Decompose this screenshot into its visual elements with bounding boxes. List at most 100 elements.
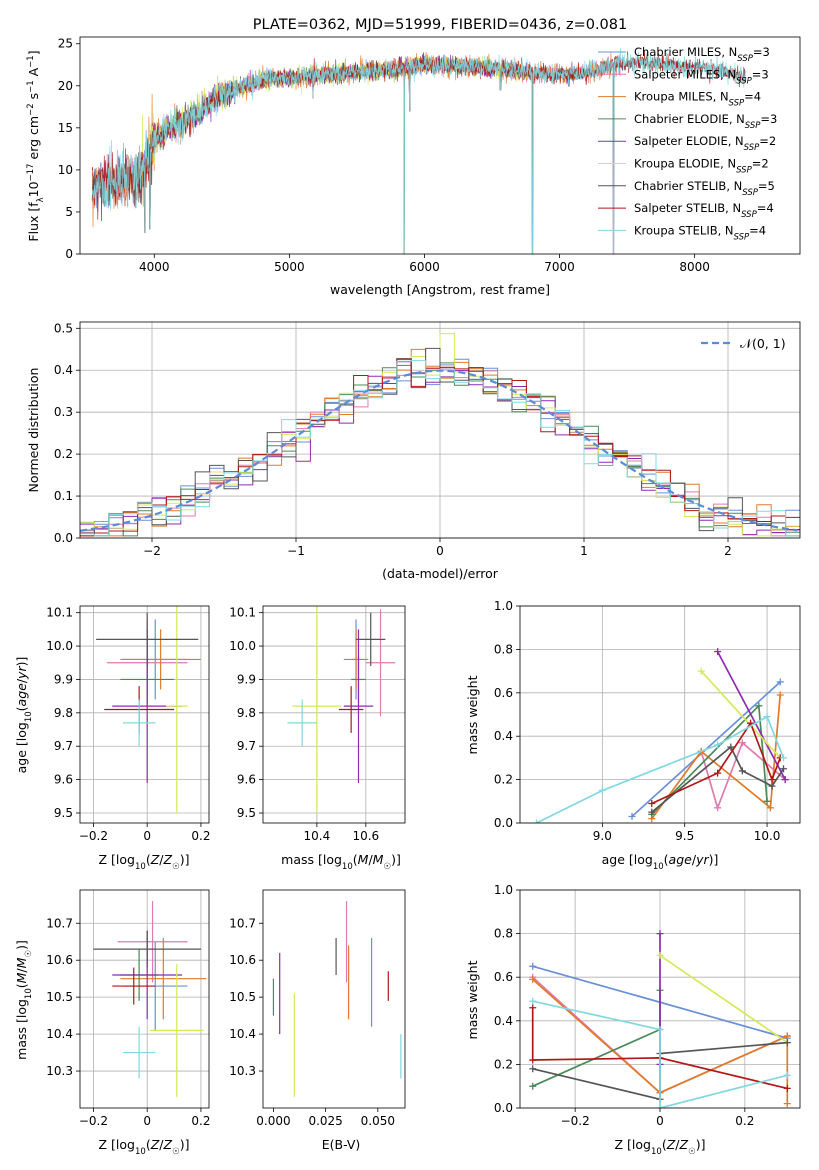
y-tick-label: 10.6: [46, 953, 73, 967]
x-tick-label: −0.2: [79, 1114, 108, 1128]
weight-marker: [656, 1026, 664, 1034]
legend-label: Kroupa ELODIE, NSSP=2: [634, 157, 769, 176]
y-tick-label: 0.0: [494, 816, 513, 830]
y-tick-label: 9.6: [54, 773, 73, 787]
x-axis-label: Z [log10(Z/Z☉)]: [615, 1137, 706, 1157]
weight-line-kroupa-elodie: [700, 670, 781, 759]
ticks: −0.2 0 0.2 0.0 0.2 0.4 0.6 0.8 1.0: [494, 883, 754, 1128]
legend-label: Kroupa STELIB, NSSP=4: [634, 223, 766, 242]
weight-marker: [714, 648, 722, 656]
legend-label: Salpeter ELODIE, NSSP=2: [634, 134, 776, 153]
y-axis-label: Normed distribution: [26, 368, 41, 493]
x-axis-label: Z [log10(Z/Z☉)]: [99, 1137, 190, 1157]
chart-title: PLATE=0362, MJD=51999, FIBERID=0436, z=0…: [253, 17, 627, 33]
weight-marker: [656, 930, 664, 938]
weight-line-kroupa-stelib: [532, 1000, 788, 1108]
weight-line-kroupa-miles: [532, 978, 789, 1104]
x-tick-label: 9.0: [593, 829, 612, 843]
x-tick-label: 10.6: [352, 829, 379, 843]
spectrum-series-chabrier-elodie: [140, 56, 533, 254]
weight-marker: [781, 776, 789, 784]
weight-marker: [598, 786, 606, 794]
x-tick-label: 10.4: [304, 829, 331, 843]
weight-marker: [529, 962, 537, 970]
y-tick-label: 9.7: [237, 739, 256, 753]
axes-mass_vs_z: −0.2 0 0.2 10.3 10.4 10.5 10.6 10.7: [46, 889, 210, 1128]
y-tick-label: 10.5: [229, 990, 256, 1004]
y-tick-label: 0.2: [494, 1057, 513, 1071]
plot-area: [93, 901, 207, 1097]
y-tick-label: 0.0: [54, 531, 73, 545]
y-axis-label: age [log10(age/yr)]: [14, 657, 34, 774]
x-tick-label: 6000: [409, 260, 440, 274]
x-tick-label: 0: [143, 829, 151, 843]
y-tick-label: 10.6: [229, 953, 256, 967]
y-tick-label: 9.5: [54, 806, 73, 820]
y-tick-label: 0.4: [494, 729, 513, 743]
ticks: 10.4 10.6 9.5 9.6 9.7 9.8 9.9 10.0 10.1: [229, 606, 379, 843]
x-tick-label: 8000: [679, 260, 710, 274]
ticks: 0.000 0.025 0.050 10.3 10.4 10.5 10.6 10.7: [229, 916, 395, 1128]
x-tick-label: 0.2: [735, 1114, 754, 1128]
weight-marker: [783, 1071, 791, 1079]
y-tick-label: 10.3: [229, 1064, 256, 1078]
y-tick-label: 10.0: [229, 639, 256, 653]
y-tick-label: 20: [58, 79, 73, 93]
weight-line-salpeter-elodie: [716, 651, 786, 780]
weight-marker: [727, 743, 735, 751]
axes-weight_vs_z: −0.2 0 0.2 0.0 0.2 0.4 0.6 0.8 1.0: [494, 883, 801, 1128]
axes-residuals: −2 −1 0 1 2 0.0 0.1 0.2 0.3 0.4 0.5: [54, 321, 801, 558]
y-tick-label: 9.6: [237, 773, 256, 787]
weight-marker: [766, 804, 774, 812]
x-tick-label: 0: [436, 544, 444, 558]
y-tick-label: 0: [65, 247, 73, 261]
x-tick-label: −0.2: [561, 1114, 590, 1128]
x-tick-label: 4000: [139, 260, 170, 274]
y-tick-label: 10.7: [229, 916, 256, 930]
spectrum-series-kroupa-stelib: [91, 48, 747, 254]
x-tick-label: 1: [580, 544, 588, 558]
y-tick-label: 5: [65, 205, 73, 219]
y-tick-label: 10.4: [229, 1027, 256, 1041]
plot-area: [272, 901, 402, 1097]
ticks: 9.0 9.5 10.0 0.0 0.2 0.4 0.6 0.8 1.0: [494, 599, 781, 843]
weight-marker: [648, 808, 656, 816]
plot-area: [532, 648, 789, 823]
x-tick-label: 0: [143, 1114, 151, 1128]
y-tick-label: 10.1: [46, 606, 73, 620]
axes-age_vs_mass: 10.4 10.6 9.5 9.6 9.7 9.8 9.9 10.0 10.1: [229, 605, 406, 843]
x-axis-label: age [log10(age/yr)]: [602, 852, 719, 872]
spectrum-series-salpeter-miles: [91, 54, 621, 234]
y-tick-label: 10.5: [46, 990, 73, 1004]
x-axis-label: E(B-V): [322, 1137, 361, 1152]
x-tick-label: 0.2: [191, 1114, 210, 1128]
axes-age_vs_z: −0.2 0 0.2 9.5 9.6 9.7 9.8 9.9 10.0 10.1: [46, 605, 210, 843]
plot-area: [529, 930, 791, 1108]
legend-label: Chabrier STELIB, NSSP=5: [634, 179, 775, 198]
y-tick-label: 9.5: [237, 806, 256, 820]
x-tick-label: 0.050: [361, 1114, 395, 1128]
axes-frame: [79, 605, 210, 824]
legend-label: 𝒩(0, 1): [740, 336, 786, 351]
legend-label: Kroupa MILES, NSSP=4: [634, 90, 761, 109]
plot-area: [80, 333, 800, 537]
y-tick-label: 9.9: [237, 672, 256, 686]
x-tick-label: −2: [143, 544, 161, 558]
spectrum-series-kroupa-miles: [91, 51, 621, 254]
weight-marker: [697, 667, 705, 675]
y-tick-label: 0.8: [494, 927, 513, 941]
x-axis-label: wavelength [Angstrom, rest frame]: [330, 282, 550, 297]
axes-frame: [262, 605, 406, 824]
y-tick-label: 0.0: [494, 1101, 513, 1115]
legend-label: Chabrier ELODIE, NSSP=3: [634, 112, 777, 131]
y-tick-label: 9.8: [54, 706, 73, 720]
axes-weight_vs_age: 9.0 9.5 10.0 0.0 0.2 0.4 0.6 0.8 1.0: [494, 599, 801, 843]
x-tick-label: 5000: [274, 260, 305, 274]
weight-marker: [529, 1056, 537, 1064]
weight-marker: [529, 975, 537, 983]
axes-frame: [519, 605, 801, 824]
y-tick-label: 15: [58, 121, 73, 135]
x-axis-label: mass [log10(M/M☉)]: [281, 852, 401, 872]
weight-marker: [532, 819, 540, 823]
